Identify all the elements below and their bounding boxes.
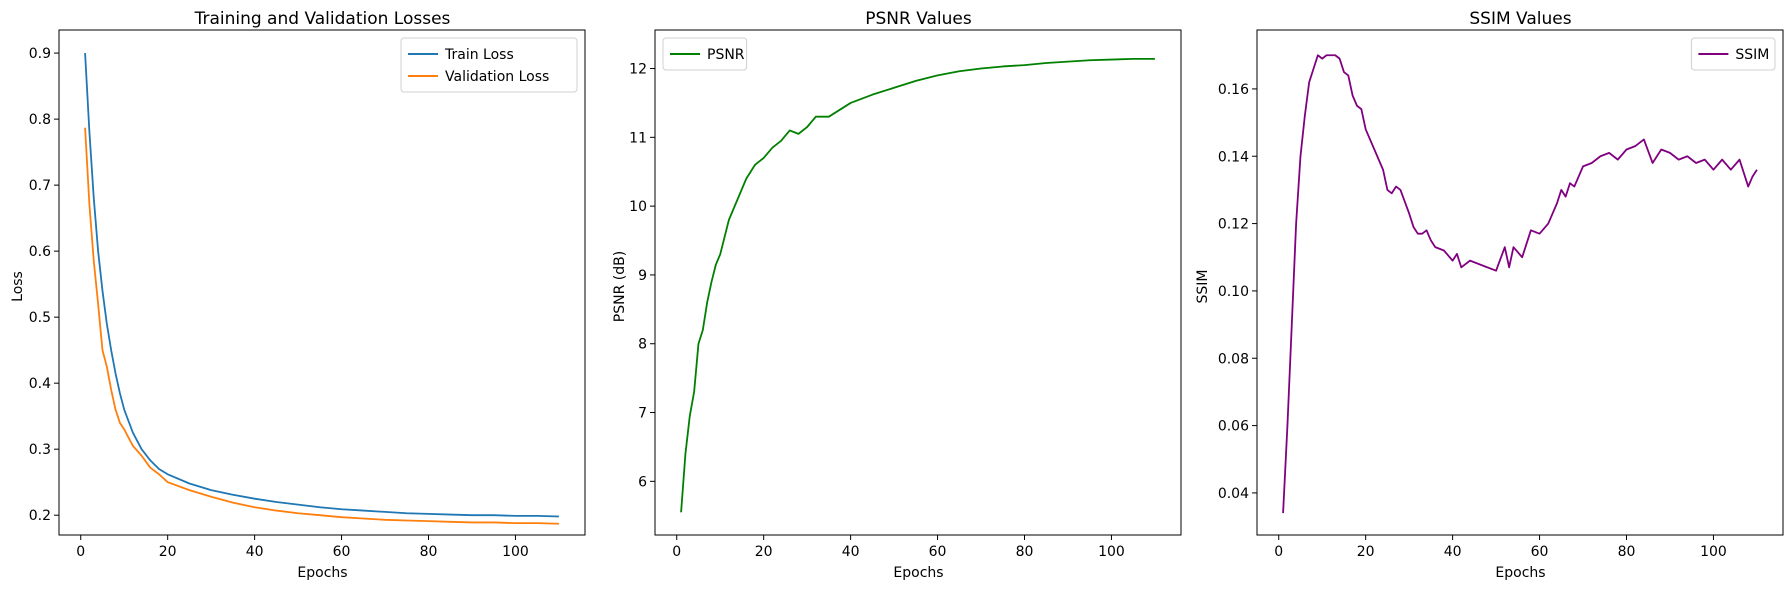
y-axis-label: PSNR (dB): [612, 251, 628, 322]
panel-psnr: PSNR Values Epochs PSNR (dB) 0 20 40 60 80 10…: [612, 9, 1182, 581]
y-tick-label: 0.10: [1218, 284, 1249, 300]
x-tick-label: 80: [420, 544, 438, 560]
x-tick-label: 40: [1444, 544, 1462, 560]
legend-label: PSNR: [707, 47, 745, 63]
y-tick-label: 9: [638, 268, 647, 284]
series-line: [680, 58, 1155, 513]
legend: SSIM: [1690, 37, 1776, 71]
x-tick-label: 60: [1531, 544, 1549, 560]
plot-frame: [1256, 29, 1784, 536]
x-tick-label: 40: [842, 544, 860, 560]
legend-label: Validation Loss: [445, 69, 549, 85]
y-tick-label: 0.04: [1218, 486, 1249, 502]
series-line: [84, 53, 559, 518]
legend-label: SSIM: [1735, 47, 1769, 63]
x-tick-label: 100: [1098, 544, 1125, 560]
legend-box: [400, 37, 578, 93]
y-tick-label: 0.06: [1218, 419, 1249, 435]
y-axis-label: SSIM: [1195, 270, 1211, 304]
x-tick-label: 60: [333, 544, 351, 560]
x-tick-label: 40: [246, 544, 264, 560]
y-tick-label: 0.2: [29, 508, 51, 524]
chart-title: Training and Validation Losses: [194, 9, 451, 29]
y-tick-label: 0.14: [1218, 149, 1249, 165]
x-axis-label: Epochs: [893, 565, 943, 581]
x-tick-label: 100: [502, 544, 529, 560]
series-line: [1282, 54, 1758, 514]
legend-box: [1690, 37, 1776, 71]
x-tick-label: 0: [76, 544, 85, 560]
y-tick-label: 11: [629, 130, 647, 146]
x-axis-label: Epochs: [297, 565, 347, 581]
legend: PSNR: [662, 37, 748, 71]
x-tick-label: 0: [672, 544, 681, 560]
x-tick-label: 20: [1357, 544, 1375, 560]
legend-box: [662, 37, 748, 71]
y-tick-label: 0.8: [29, 112, 51, 128]
y-tick-label: 0.4: [29, 376, 51, 392]
y-tick-label: 7: [638, 406, 647, 422]
x-axis-label: Epochs: [1495, 565, 1545, 581]
y-tick-label: 0.08: [1218, 351, 1249, 367]
y-tick-label: 6: [638, 474, 647, 490]
x-tick-label: 60: [929, 544, 947, 560]
panel-losses: Training and Validation Losses Epochs Lo…: [10, 9, 586, 581]
y-axis-label: Loss: [10, 271, 26, 302]
x-tick-label: 0: [1274, 544, 1283, 560]
y-tick-label: 8: [638, 337, 647, 353]
legend: Train Loss Validation Loss: [400, 37, 578, 93]
chart-title: SSIM Values: [1469, 9, 1571, 29]
plot-frame: [654, 29, 1182, 536]
plot-frame: [58, 29, 586, 536]
x-tick-label: 20: [159, 544, 177, 560]
legend-label: Train Loss: [444, 47, 514, 63]
x-tick-label: 20: [755, 544, 773, 560]
y-tick-label: 0.12: [1218, 217, 1249, 233]
y-tick-label: 0.6: [29, 244, 51, 260]
y-tick-label: 0.9: [29, 46, 51, 62]
panel-ssim: SSIM Values Epochs SSIM 0 20 40 60 80 100 0.04…: [1195, 9, 1784, 581]
y-tick-label: 0.3: [29, 442, 51, 458]
x-tick-label: 80: [1618, 544, 1636, 560]
series-line: [84, 127, 559, 525]
y-tick-label: 0.7: [29, 178, 51, 194]
y-tick-label: 0.16: [1218, 82, 1249, 98]
x-tick-label: 100: [1700, 544, 1727, 560]
y-tick-label: 12: [629, 62, 647, 78]
x-tick-label: 80: [1016, 544, 1034, 560]
chart-title: PSNR Values: [865, 9, 972, 29]
y-tick-label: 10: [629, 199, 647, 215]
y-tick-label: 0.5: [29, 310, 51, 326]
